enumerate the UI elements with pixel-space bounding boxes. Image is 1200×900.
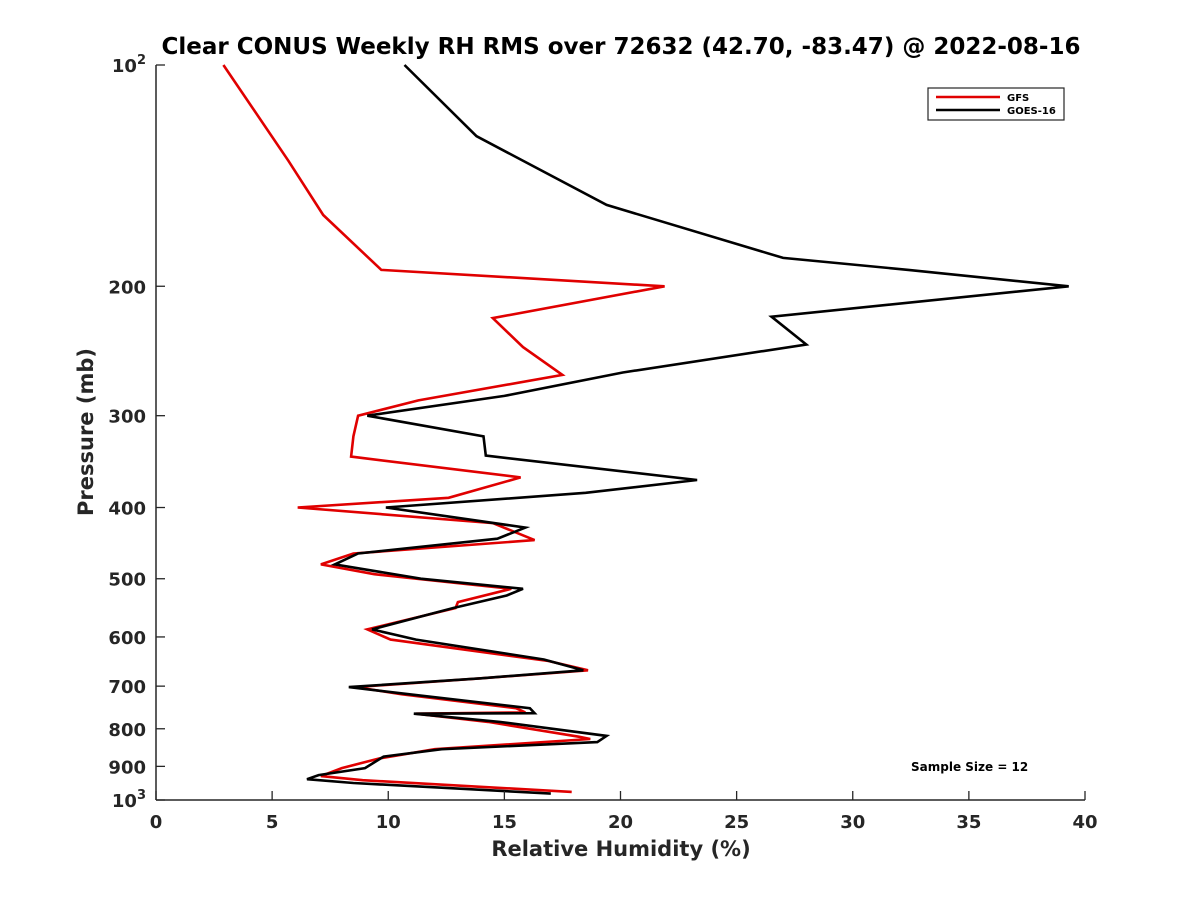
y-tick-label: 400 <box>108 499 146 520</box>
y-tick-label: 300 <box>108 407 146 428</box>
x-tick-label: 20 <box>608 812 633 833</box>
x-tick-label: 10 <box>376 812 401 833</box>
y-ticks: 102 200 300 400 500 600 700 800 900 103 <box>108 53 165 812</box>
y-tick-label: 600 <box>108 628 146 649</box>
chart-title: Clear CONUS Weekly RH RMS over 72632 (42… <box>162 34 1081 60</box>
y-tick-label: 800 <box>108 720 146 741</box>
series-line-gfs <box>222 64 665 794</box>
x-axis-label: Relative Humidity (%) <box>491 837 750 861</box>
x-tick-label: 25 <box>724 812 749 833</box>
plot-frame <box>156 65 1085 800</box>
sample-size-annotation: Sample Size = 12 <box>911 760 1028 774</box>
x-tick-label: 15 <box>492 812 517 833</box>
legend-label-goes-16: GOES-16 <box>1007 106 1056 117</box>
series-line-goes-16 <box>306 64 1069 795</box>
y-tick-label: 200 <box>108 277 146 298</box>
legend: GFS GOES-16 <box>927 87 1065 121</box>
y-tick-label: 102 <box>112 53 146 77</box>
x-tick-label: 0 <box>150 812 163 833</box>
y-tick-label: 700 <box>108 677 146 698</box>
y-tick-label: 103 <box>112 788 146 812</box>
x-tick-label: 30 <box>840 812 865 833</box>
x-tick-label: 40 <box>1072 812 1097 833</box>
x-tick-label: 35 <box>956 812 981 833</box>
y-axis-label: Pressure (mb) <box>74 348 98 516</box>
legend-box <box>927 87 1065 121</box>
y-tick-label: 500 <box>108 570 146 591</box>
legend-label-gfs: GFS <box>1007 93 1029 104</box>
y-tick-label: 900 <box>108 757 146 778</box>
series-layer <box>222 64 1069 795</box>
x-ticks: 0 5 10 15 20 25 30 35 40 <box>150 791 1098 833</box>
x-tick-label: 5 <box>266 812 279 833</box>
